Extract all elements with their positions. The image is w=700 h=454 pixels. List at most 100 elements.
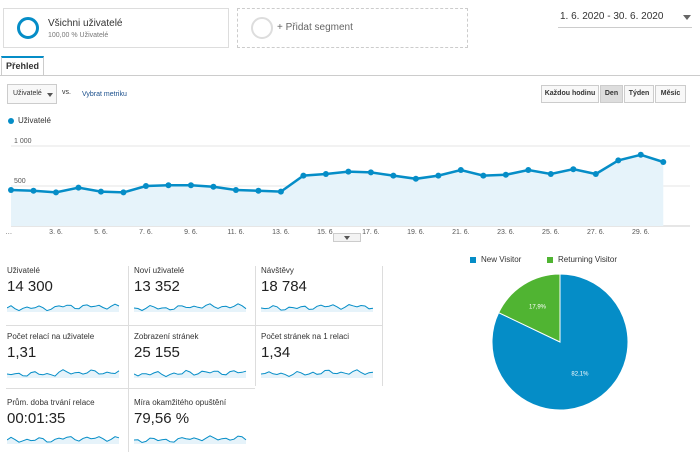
metric-select-caret-icon[interactable]: [47, 93, 53, 97]
date-range-picker[interactable]: 1. 6. 2020 - 30. 6. 2020: [560, 11, 664, 22]
data-point[interactable]: [412, 175, 419, 182]
sparkline-line: [134, 435, 247, 444]
series-legend-dot: [8, 118, 14, 124]
data-point[interactable]: [8, 187, 14, 193]
metric-sparkline: [134, 303, 247, 312]
date-range-caret-icon[interactable]: [683, 15, 691, 20]
data-point[interactable]: [232, 187, 239, 193]
sparkline-fill: [261, 304, 373, 312]
data-point[interactable]: [457, 167, 464, 173]
data-point[interactable]: [255, 187, 262, 194]
pick-metric-link[interactable]: Vybrat metriku: [82, 91, 127, 98]
data-point[interactable]: [525, 167, 532, 173]
metric-card[interactable]: Návštěvy 18 784: [261, 266, 381, 322]
sparkline-line: [261, 369, 374, 378]
pie-legend-returning-swatch: [547, 257, 553, 263]
data-point[interactable]: [300, 172, 307, 179]
data-point[interactable]: [75, 184, 82, 191]
data-point[interactable]: [142, 183, 149, 189]
data-point[interactable]: [502, 171, 509, 178]
x-tick-label: 13. 6.: [272, 229, 290, 236]
data-point[interactable]: [637, 151, 644, 158]
data-point[interactable]: [480, 172, 487, 179]
y-tick-label: 500: [14, 178, 26, 185]
x-tick-label: 19. 6.: [407, 229, 425, 236]
metric-card[interactable]: Počet stránek na 1 relaci 1,34: [261, 332, 381, 388]
sparkline-line: [134, 303, 247, 312]
data-point[interactable]: [277, 188, 284, 195]
metric-sparkline: [7, 369, 120, 378]
data-point[interactable]: [592, 171, 599, 177]
data-point[interactable]: [210, 183, 217, 190]
segment-title: Všichni uživatelé: [48, 18, 123, 29]
x-tick-label: 25. 6.: [542, 229, 560, 236]
data-point[interactable]: [345, 168, 352, 175]
data-point[interactable]: [30, 187, 37, 194]
sparkline-fill: [7, 304, 119, 312]
data-point[interactable]: [615, 157, 622, 164]
users-series-line: [10, 153, 664, 194]
x-tick-label: 5. 6.: [94, 229, 108, 236]
users-area-fill: [11, 154, 664, 226]
metric-card-label: Uživatelé: [7, 266, 40, 275]
sparkline-line: [134, 369, 247, 378]
metric-card[interactable]: Noví uživatelé 13 352: [134, 266, 254, 322]
data-point[interactable]: [52, 189, 59, 196]
data-point[interactable]: [390, 172, 397, 179]
pie-slice-returning-visitor[interactable]: [497, 273, 561, 343]
metric-card[interactable]: Zobrazení stránek 25 155: [134, 332, 254, 388]
users-line-chart: 500 1 000 … 3. 6. 5. 6. 7. 6. 9. 6. 11. 6. 13. …: [5, 138, 690, 236]
metric-card[interactable]: Prům. doba trvání relace 00:01:35: [7, 398, 127, 454]
visitor-type-pie-chart: 82,1% 17,9%: [491, 273, 629, 411]
metric-card-value: 1,31: [7, 344, 37, 361]
metric-card-value: 25 155: [134, 344, 180, 361]
metric-card-label: Prům. doba trvání relace: [7, 398, 95, 407]
add-segment-ring-icon: [251, 17, 273, 39]
data-point[interactable]: [97, 188, 104, 195]
metric-card-value: 13 352: [134, 278, 180, 295]
data-point[interactable]: [367, 169, 374, 176]
metric-card-value: 18 784: [261, 278, 307, 295]
pie-legend-new-swatch: [470, 257, 476, 263]
segment-ring-icon: [17, 17, 39, 39]
metric-card[interactable]: Míra okamžitého opuštění 79,56 %: [134, 398, 254, 454]
data-point[interactable]: [570, 166, 577, 173]
metric-card-label: Návštěvy: [261, 266, 294, 275]
x-tick-label: 7. 6.: [139, 229, 153, 236]
cards-divider: [128, 266, 129, 452]
data-point[interactable]: [165, 182, 172, 189]
metric-card-label: Zobrazení stránek: [134, 332, 199, 341]
sparkline-fill: [261, 369, 373, 378]
granularity-month-button[interactable]: Měsíc: [655, 85, 686, 103]
metric-sparkline: [134, 435, 247, 444]
data-point[interactable]: [120, 189, 127, 196]
metric-card-value: 1,34: [261, 344, 291, 361]
date-range-underline: [558, 27, 692, 28]
metric-sparkline: [261, 369, 374, 378]
pie-legend-new-label: New Visitor: [481, 255, 522, 264]
metric-card-label: Míra okamžitého opuštění: [134, 398, 227, 407]
segment-all-users[interactable]: Všichni uživatelé 100,00 % Uživatelé: [3, 8, 229, 48]
add-segment-button[interactable]: + Přidat segment: [237, 8, 468, 48]
tab-overview[interactable]: Přehled: [1, 56, 44, 75]
data-point[interactable]: [660, 159, 667, 165]
x-tick-label: 11. 6.: [227, 229, 244, 236]
data-point[interactable]: [187, 182, 194, 189]
data-point[interactable]: [435, 172, 442, 179]
metric-sparkline: [7, 436, 120, 444]
x-tick-label: 27. 6.: [587, 229, 605, 236]
metric-card[interactable]: Uživatelé 14 300: [7, 266, 127, 322]
data-point[interactable]: [322, 171, 329, 177]
metric-select[interactable]: Uživatelé: [7, 84, 57, 104]
x-tick-label: 3. 6.: [49, 229, 63, 236]
sparkline-line: [261, 304, 374, 311]
metric-card[interactable]: Počet relací na uživatele 1,31: [7, 332, 127, 388]
chart-collapse-handle[interactable]: [333, 233, 361, 242]
granularity-day-button[interactable]: Den: [600, 85, 623, 103]
granularity-hourly-button[interactable]: Každou hodinu: [541, 85, 599, 103]
add-segment-label: + Přidat segment: [277, 22, 353, 33]
vs-label: vs.: [62, 89, 71, 96]
sparkline-line: [7, 436, 120, 443]
granularity-week-button[interactable]: Týden: [624, 85, 654, 103]
data-point[interactable]: [547, 171, 554, 177]
